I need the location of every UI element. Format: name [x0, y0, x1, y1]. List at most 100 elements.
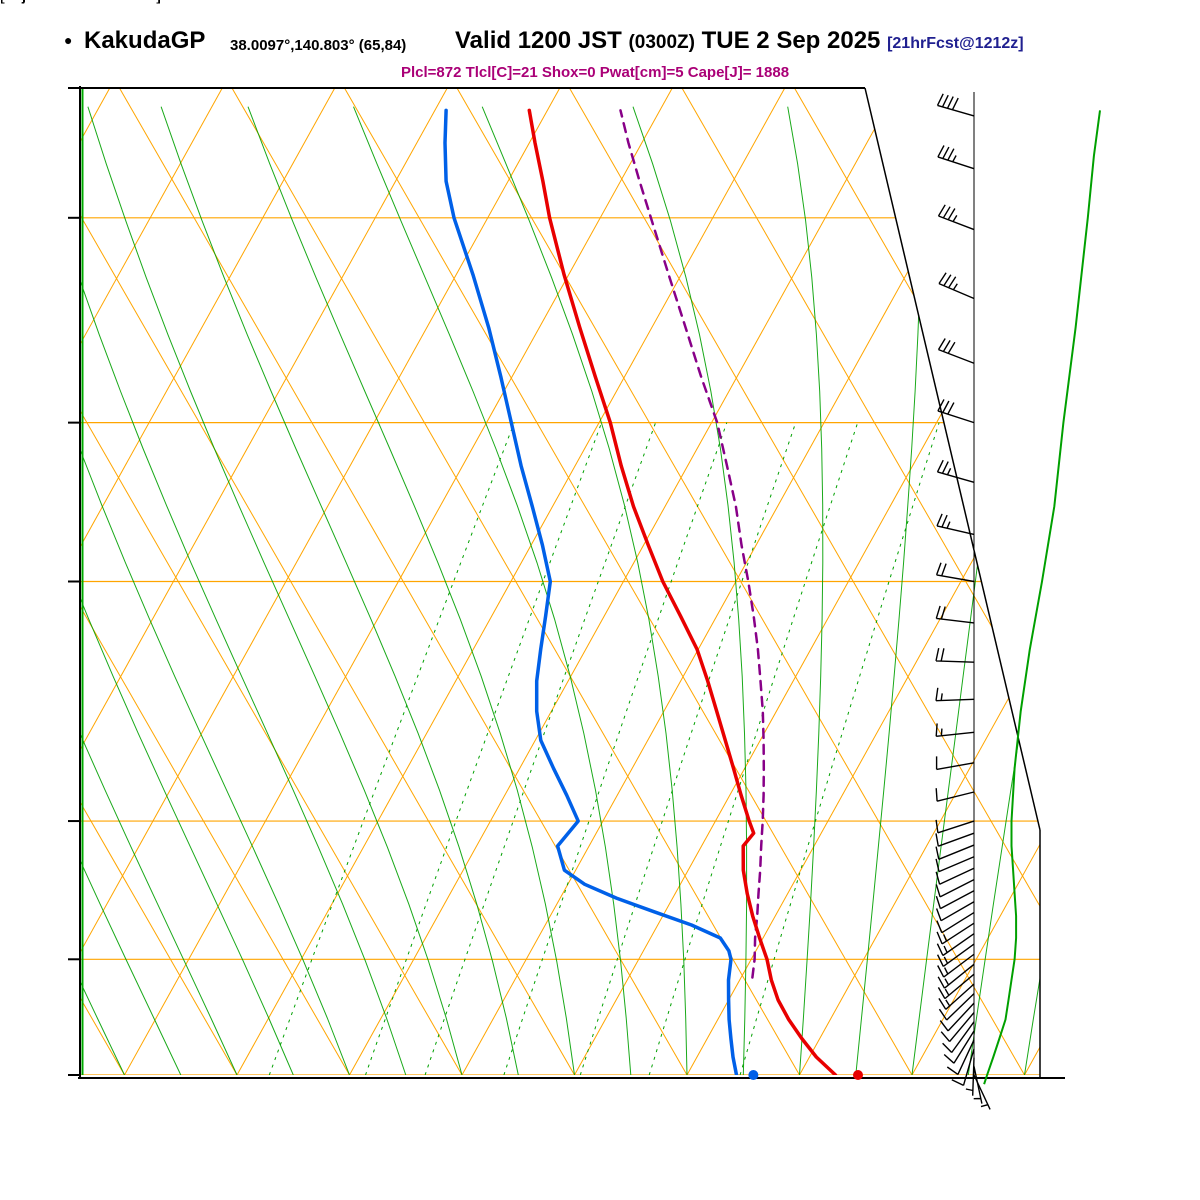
- mixing-ratio-line: [424, 422, 657, 1075]
- moist-adiabat-line: [787, 106, 824, 1075]
- wind-barb: [940, 1012, 975, 1043]
- wind-barb: [935, 832, 975, 847]
- wind-barb: [937, 338, 975, 364]
- svg-text:[object SVGGElement]: [object SVGGElement]: [0, 0, 161, 4]
- wind-barb: [936, 911, 975, 934]
- parcel-curve: [619, 109, 766, 979]
- isotherm-line: [80, 88, 336, 1075]
- wind-barbs: [935, 93, 991, 1110]
- title-bar: ● KakudaGP 38.0097°,140.803° (65,84) Val…: [0, 0, 1200, 84]
- wind-barb: [951, 1048, 975, 1087]
- moist-adiabat-line: [632, 106, 748, 1075]
- wind-barb: [935, 819, 975, 834]
- wind-barb: [938, 983, 975, 1010]
- temperature-curve: [527, 108, 838, 1075]
- moist-adiabat-line: [80, 106, 238, 1075]
- wind-barb: [937, 953, 975, 978]
- dewpoint-curve: [443, 108, 739, 1075]
- dry-adiabat-line: [456, 88, 1025, 1075]
- svg-text:[object SVGGElement]: [object SVGGElement]: [0, 0, 161, 4]
- moist-adiabat-line: [80, 106, 294, 1075]
- wind-barb: [935, 605, 975, 624]
- moist-adiabat-line: [1024, 106, 1040, 1075]
- isotherm-line: [80, 88, 223, 1075]
- surface-temp-dot: [853, 1070, 863, 1080]
- wind-barb: [943, 1030, 975, 1064]
- wind-barb: [935, 687, 975, 702]
- wind-barb: [939, 1002, 975, 1032]
- wind-barb: [938, 993, 975, 1021]
- wind-barb: [937, 399, 975, 424]
- isotherm-line: [911, 88, 1040, 1075]
- moist-adiabat-line: [353, 106, 632, 1075]
- valid-label: Valid 1200 JST: [455, 27, 629, 54]
- axis-labels: [68, 87, 80, 1076]
- wind-barb: [938, 272, 975, 300]
- svg-text:[object SVGGElement]: [object SVGGElement]: [0, 0, 161, 4]
- frame-diagonal: [864, 87, 1041, 831]
- dry-adiabat-line: [231, 88, 800, 1075]
- wind-speed-curve: [983, 110, 1101, 1085]
- wind-barb: [936, 922, 975, 945]
- wind-barb: [936, 513, 975, 536]
- wind-barb: [965, 1057, 975, 1096]
- wind-barb: [937, 204, 975, 231]
- moist-adiabat-line: [80, 106, 407, 1075]
- mixing-ratio-line: [579, 422, 797, 1075]
- wind-barb: [935, 788, 975, 802]
- moist-adiabat-line: [160, 106, 519, 1075]
- moist-adiabat-line: [80, 106, 182, 1075]
- mixing-ratio-line: [739, 422, 940, 1075]
- wind-barb: [937, 963, 975, 989]
- wind-barb: [936, 943, 975, 967]
- wind-barb: [935, 856, 975, 873]
- isotherm-line: [1024, 88, 1040, 1075]
- valid-date: TUE 2 Sep 2025: [694, 27, 888, 54]
- station-coords: 38.0097°,140.803° (65,84): [230, 37, 407, 54]
- station-bullet-icon: ●: [64, 32, 73, 48]
- dry-adiabat-line: [681, 88, 1040, 1075]
- grid-lines: [0, 88, 1040, 1075]
- svg-text:[object SVGGElement]: [object SVGGElement]: [0, 0, 161, 4]
- isotherm-line: [124, 88, 673, 1075]
- dry-adiabat-line: [80, 88, 238, 1075]
- moist-adiabat-line: [87, 106, 463, 1075]
- wind-barb: [935, 890, 975, 910]
- wind-barb: [942, 1021, 975, 1053]
- valid-time: Valid 1200 JST (0300Z) TUE 2 Sep 2025 [2…: [455, 27, 1024, 55]
- wind-barb: [937, 973, 975, 1000]
- wind-barb: [935, 756, 975, 771]
- dry-adiabat-line: [80, 88, 575, 1075]
- moist-adiabat-line: [247, 106, 575, 1075]
- wind-barb: [946, 1039, 975, 1075]
- sounding-indices: Plcl=872 Tlcl[C]=21 Shox=0 Pwat[cm]=5 Ca…: [400, 64, 790, 81]
- isotherm-line: [799, 88, 1040, 1075]
- moist-adiabat-line: [0, 107, 68, 1075]
- valid-zulu: (0300Z): [628, 32, 695, 53]
- wind-barb: [935, 878, 975, 898]
- wind-barb: [935, 901, 975, 922]
- profiles: [443, 108, 838, 1075]
- isotherm-line: [349, 88, 898, 1075]
- moist-adiabat-line: [80, 106, 125, 1075]
- dry-adiabat-line: [569, 88, 1040, 1075]
- wind-barb: [935, 562, 975, 583]
- dry-adiabat-line: [344, 88, 913, 1075]
- svg-text:[object SVGGElement]: [object SVGGElement]: [0, 0, 161, 4]
- surface-dewpoint-dot: [748, 1070, 759, 1080]
- dry-adiabat-line: [80, 88, 350, 1075]
- isotherm-line: [236, 88, 786, 1075]
- station-name: KakudaGP: [84, 27, 206, 54]
- forecast-hour: [21hrFcst@1212z]: [887, 35, 1024, 52]
- wind-barb: [936, 933, 975, 957]
- mixing-ratio-line: [365, 422, 603, 1075]
- wind-barb: [973, 1066, 983, 1104]
- moist-adiabat-line: [80, 106, 350, 1075]
- wind-barb: [936, 459, 975, 484]
- mixing-ratio-line: [648, 422, 859, 1075]
- moist-adiabat-line: [481, 106, 688, 1075]
- wind-barb: [935, 867, 975, 885]
- wind-barb: [935, 723, 975, 737]
